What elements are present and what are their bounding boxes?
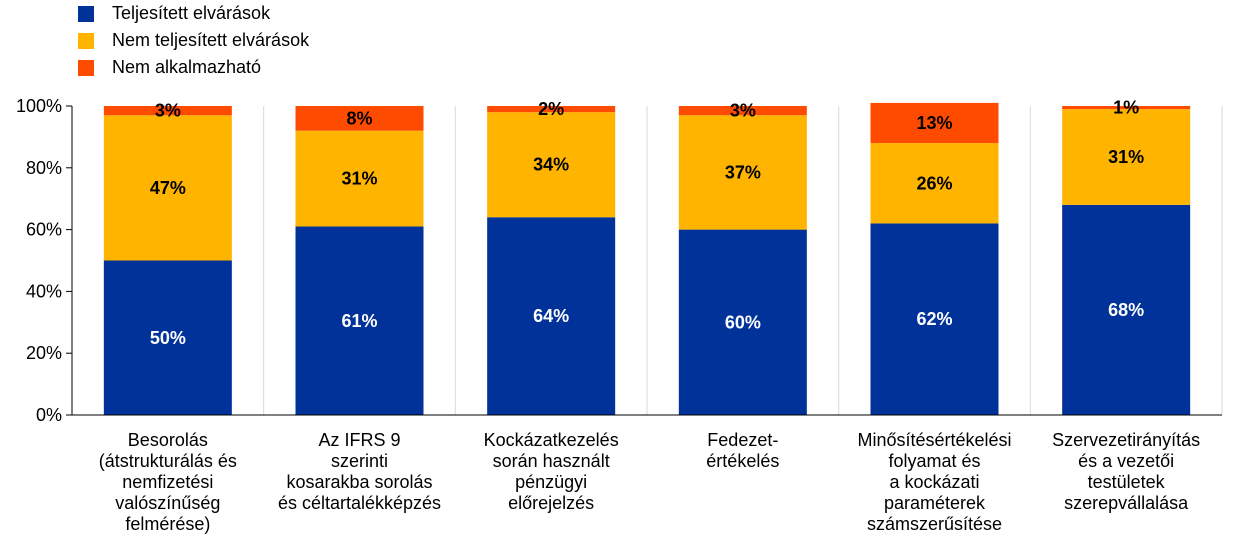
x-category-label: Fedezet-értékelés [706, 430, 779, 471]
legend-swatch [78, 5, 94, 22]
bar-segment [678, 229, 807, 415]
bar-segment [295, 130, 424, 227]
bar-segment [1062, 106, 1191, 110]
bar-segment [103, 106, 232, 116]
data-label: 50% [150, 328, 186, 348]
bar-segment [678, 106, 807, 116]
x-category-label: Minősítésértékelési folyamat és a kockázat… [857, 430, 1011, 534]
data-label: 68% [1108, 300, 1144, 320]
data-label: 47% [150, 178, 186, 198]
x-category-label-line: testületek [1088, 472, 1166, 492]
x-category-label-line: kosarakba sorolás [286, 472, 432, 492]
x-category-label-line: Fedezet- [707, 430, 778, 450]
bar-segment [870, 102, 999, 144]
x-category-label-line: valószínűség [115, 493, 220, 513]
bar-segment [870, 143, 999, 224]
x-category-label-line: szerepvállalása [1064, 493, 1189, 513]
y-tick-label: 60% [26, 220, 62, 240]
x-category-label-line: értékelés [706, 451, 779, 471]
x-category-label-line: és a vezetői [1078, 451, 1174, 471]
y-tick-label: 20% [26, 343, 62, 363]
data-label: 31% [341, 169, 377, 189]
y-tick-label: 80% [26, 158, 62, 178]
x-category-label-line: (átstrukturálás és [99, 451, 237, 471]
data-label: 26% [916, 173, 952, 193]
x-category-label-line: Besorolás [128, 430, 208, 450]
x-category-label-line: nemfizetési [122, 472, 213, 492]
bar-segment [487, 217, 616, 415]
legend-swatch [78, 32, 94, 49]
x-category-label: Szervezetirányítás és a vezetői testületek… [1052, 430, 1200, 513]
data-label: 3% [155, 101, 181, 121]
x-category-label-line: pénzügyi [515, 472, 587, 492]
legend-swatch [78, 59, 94, 76]
legend-item: Teljesített elvárások [78, 0, 309, 27]
y-tick-label: 0% [36, 405, 62, 425]
bar-segment [103, 115, 232, 261]
bar-segment [870, 223, 999, 415]
data-label: 61% [341, 311, 377, 331]
y-tick-label: 100% [16, 96, 62, 116]
data-label: 3% [730, 101, 756, 121]
x-category-label: Besorolás (átstrukturálás és nemfizetési va… [99, 430, 237, 534]
y-tick-label: 40% [26, 281, 62, 301]
x-category-label-line: során használt [493, 451, 610, 471]
legend-item: Nem teljesített elvárások [78, 27, 309, 54]
data-label: 13% [916, 113, 952, 133]
bar-segment [295, 106, 424, 131]
x-category-label: Kockázatkezelés során használt pénzügyi elő… [484, 430, 619, 513]
bar-segment [1062, 109, 1191, 205]
data-label: 2% [538, 99, 564, 119]
bar-segment [295, 226, 424, 415]
legend: Teljesített elvárások Nem teljesített elv… [78, 0, 309, 81]
bar-segment [487, 106, 616, 113]
x-category-label-line: előrejelzés [508, 493, 594, 513]
bar-segment [487, 112, 616, 218]
x-category-label-line: a kockázati [889, 472, 979, 492]
x-category-label-line: Kockázatkezelés [484, 430, 619, 450]
data-label: 34% [533, 155, 569, 175]
x-category-label-line: számszerűsítése [867, 514, 1002, 534]
data-label: 1% [1113, 98, 1139, 118]
x-category-label-line: Az IFRS 9 [318, 430, 400, 450]
x-category-label-line: folyamat és [888, 451, 980, 471]
x-category-label-line: Minősítésértékelési [857, 430, 1011, 450]
data-label: 31% [1108, 147, 1144, 167]
data-label: 37% [725, 162, 761, 182]
x-category-label-line: paraméterek [884, 493, 986, 513]
data-label: 62% [916, 309, 952, 329]
data-label: 64% [533, 306, 569, 326]
bar-segment [103, 260, 232, 415]
x-category-label: Az IFRS 9 szerinti kosarakba sorolás és cél… [278, 430, 441, 513]
x-category-label-line: és céltartalékképzés [278, 493, 441, 513]
x-category-label-line: szerinti [331, 451, 388, 471]
bar-segment [678, 115, 807, 230]
legend-label: Nem teljesített elvárások [112, 30, 310, 50]
data-label: 60% [725, 312, 761, 332]
bar-segment [1062, 204, 1191, 415]
legend-item: Nem alkalmazható [78, 54, 309, 81]
legend-label: Nem alkalmazható [112, 57, 262, 77]
data-label: 8% [346, 108, 372, 128]
x-category-label-line: felmérése) [125, 514, 210, 534]
x-category-label-line: Szervezetirányítás [1052, 430, 1200, 450]
legend-label: Teljesített elvárások [112, 3, 271, 23]
